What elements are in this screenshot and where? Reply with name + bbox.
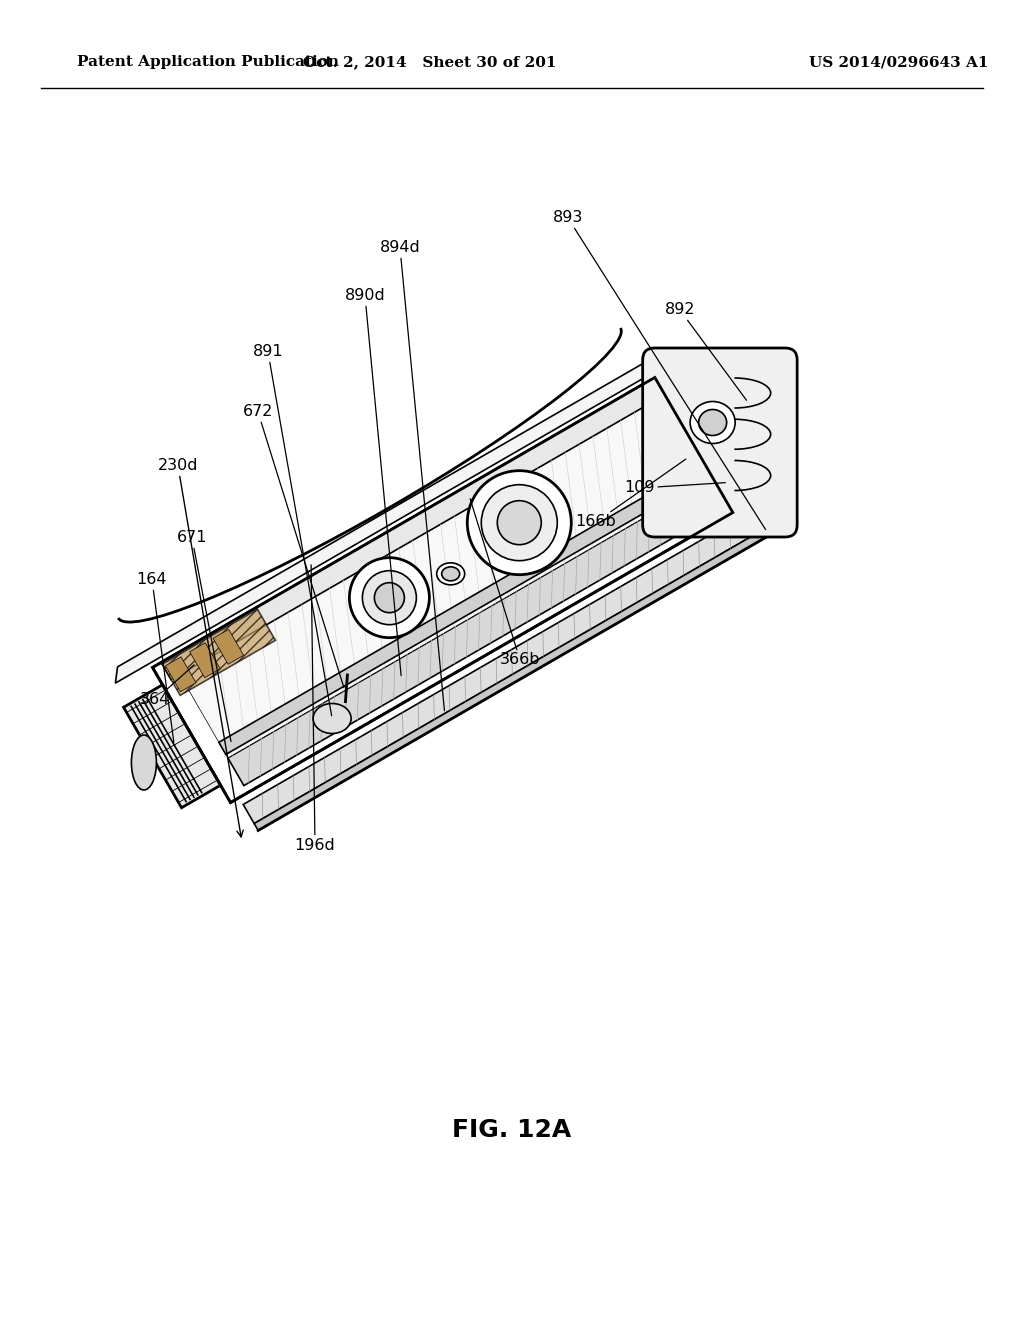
Ellipse shape (313, 704, 351, 734)
Ellipse shape (436, 562, 465, 585)
Polygon shape (166, 657, 196, 692)
Polygon shape (180, 395, 713, 758)
Text: 366b: 366b (470, 499, 541, 668)
Text: US 2014/0296643 A1: US 2014/0296643 A1 (809, 55, 988, 70)
Text: 893: 893 (553, 210, 766, 529)
Text: FIG. 12A: FIG. 12A (453, 1118, 571, 1142)
Text: 166b: 166b (575, 459, 686, 529)
Polygon shape (162, 610, 275, 696)
Ellipse shape (441, 566, 460, 581)
Circle shape (498, 500, 542, 545)
Polygon shape (116, 356, 654, 684)
Text: 894d: 894d (380, 240, 444, 710)
Circle shape (375, 582, 404, 612)
Text: 672: 672 (243, 404, 344, 688)
Circle shape (467, 471, 571, 574)
Polygon shape (219, 465, 707, 755)
Circle shape (362, 570, 417, 624)
Polygon shape (228, 467, 746, 785)
Text: 891: 891 (253, 345, 332, 715)
Text: 892: 892 (665, 302, 746, 400)
Text: 164: 164 (137, 573, 174, 742)
Polygon shape (243, 495, 792, 824)
Ellipse shape (131, 735, 157, 789)
Text: 196d: 196d (295, 565, 336, 853)
Polygon shape (124, 685, 220, 808)
Circle shape (481, 484, 557, 561)
Text: Patent Application Publication: Patent Application Publication (77, 55, 339, 70)
Text: 109: 109 (625, 480, 725, 495)
Text: 671: 671 (177, 531, 231, 742)
Text: 364: 364 (140, 665, 195, 708)
Polygon shape (254, 513, 795, 830)
Polygon shape (161, 378, 665, 680)
Polygon shape (213, 630, 244, 664)
Polygon shape (153, 383, 724, 803)
Circle shape (349, 557, 429, 638)
FancyBboxPatch shape (643, 348, 797, 537)
Text: Oct. 2, 2014   Sheet 30 of 201: Oct. 2, 2014 Sheet 30 of 201 (303, 55, 557, 70)
Text: 230d: 230d (158, 458, 244, 837)
Ellipse shape (690, 401, 735, 444)
Text: 890d: 890d (345, 289, 401, 676)
Ellipse shape (698, 409, 727, 436)
Polygon shape (189, 643, 220, 677)
